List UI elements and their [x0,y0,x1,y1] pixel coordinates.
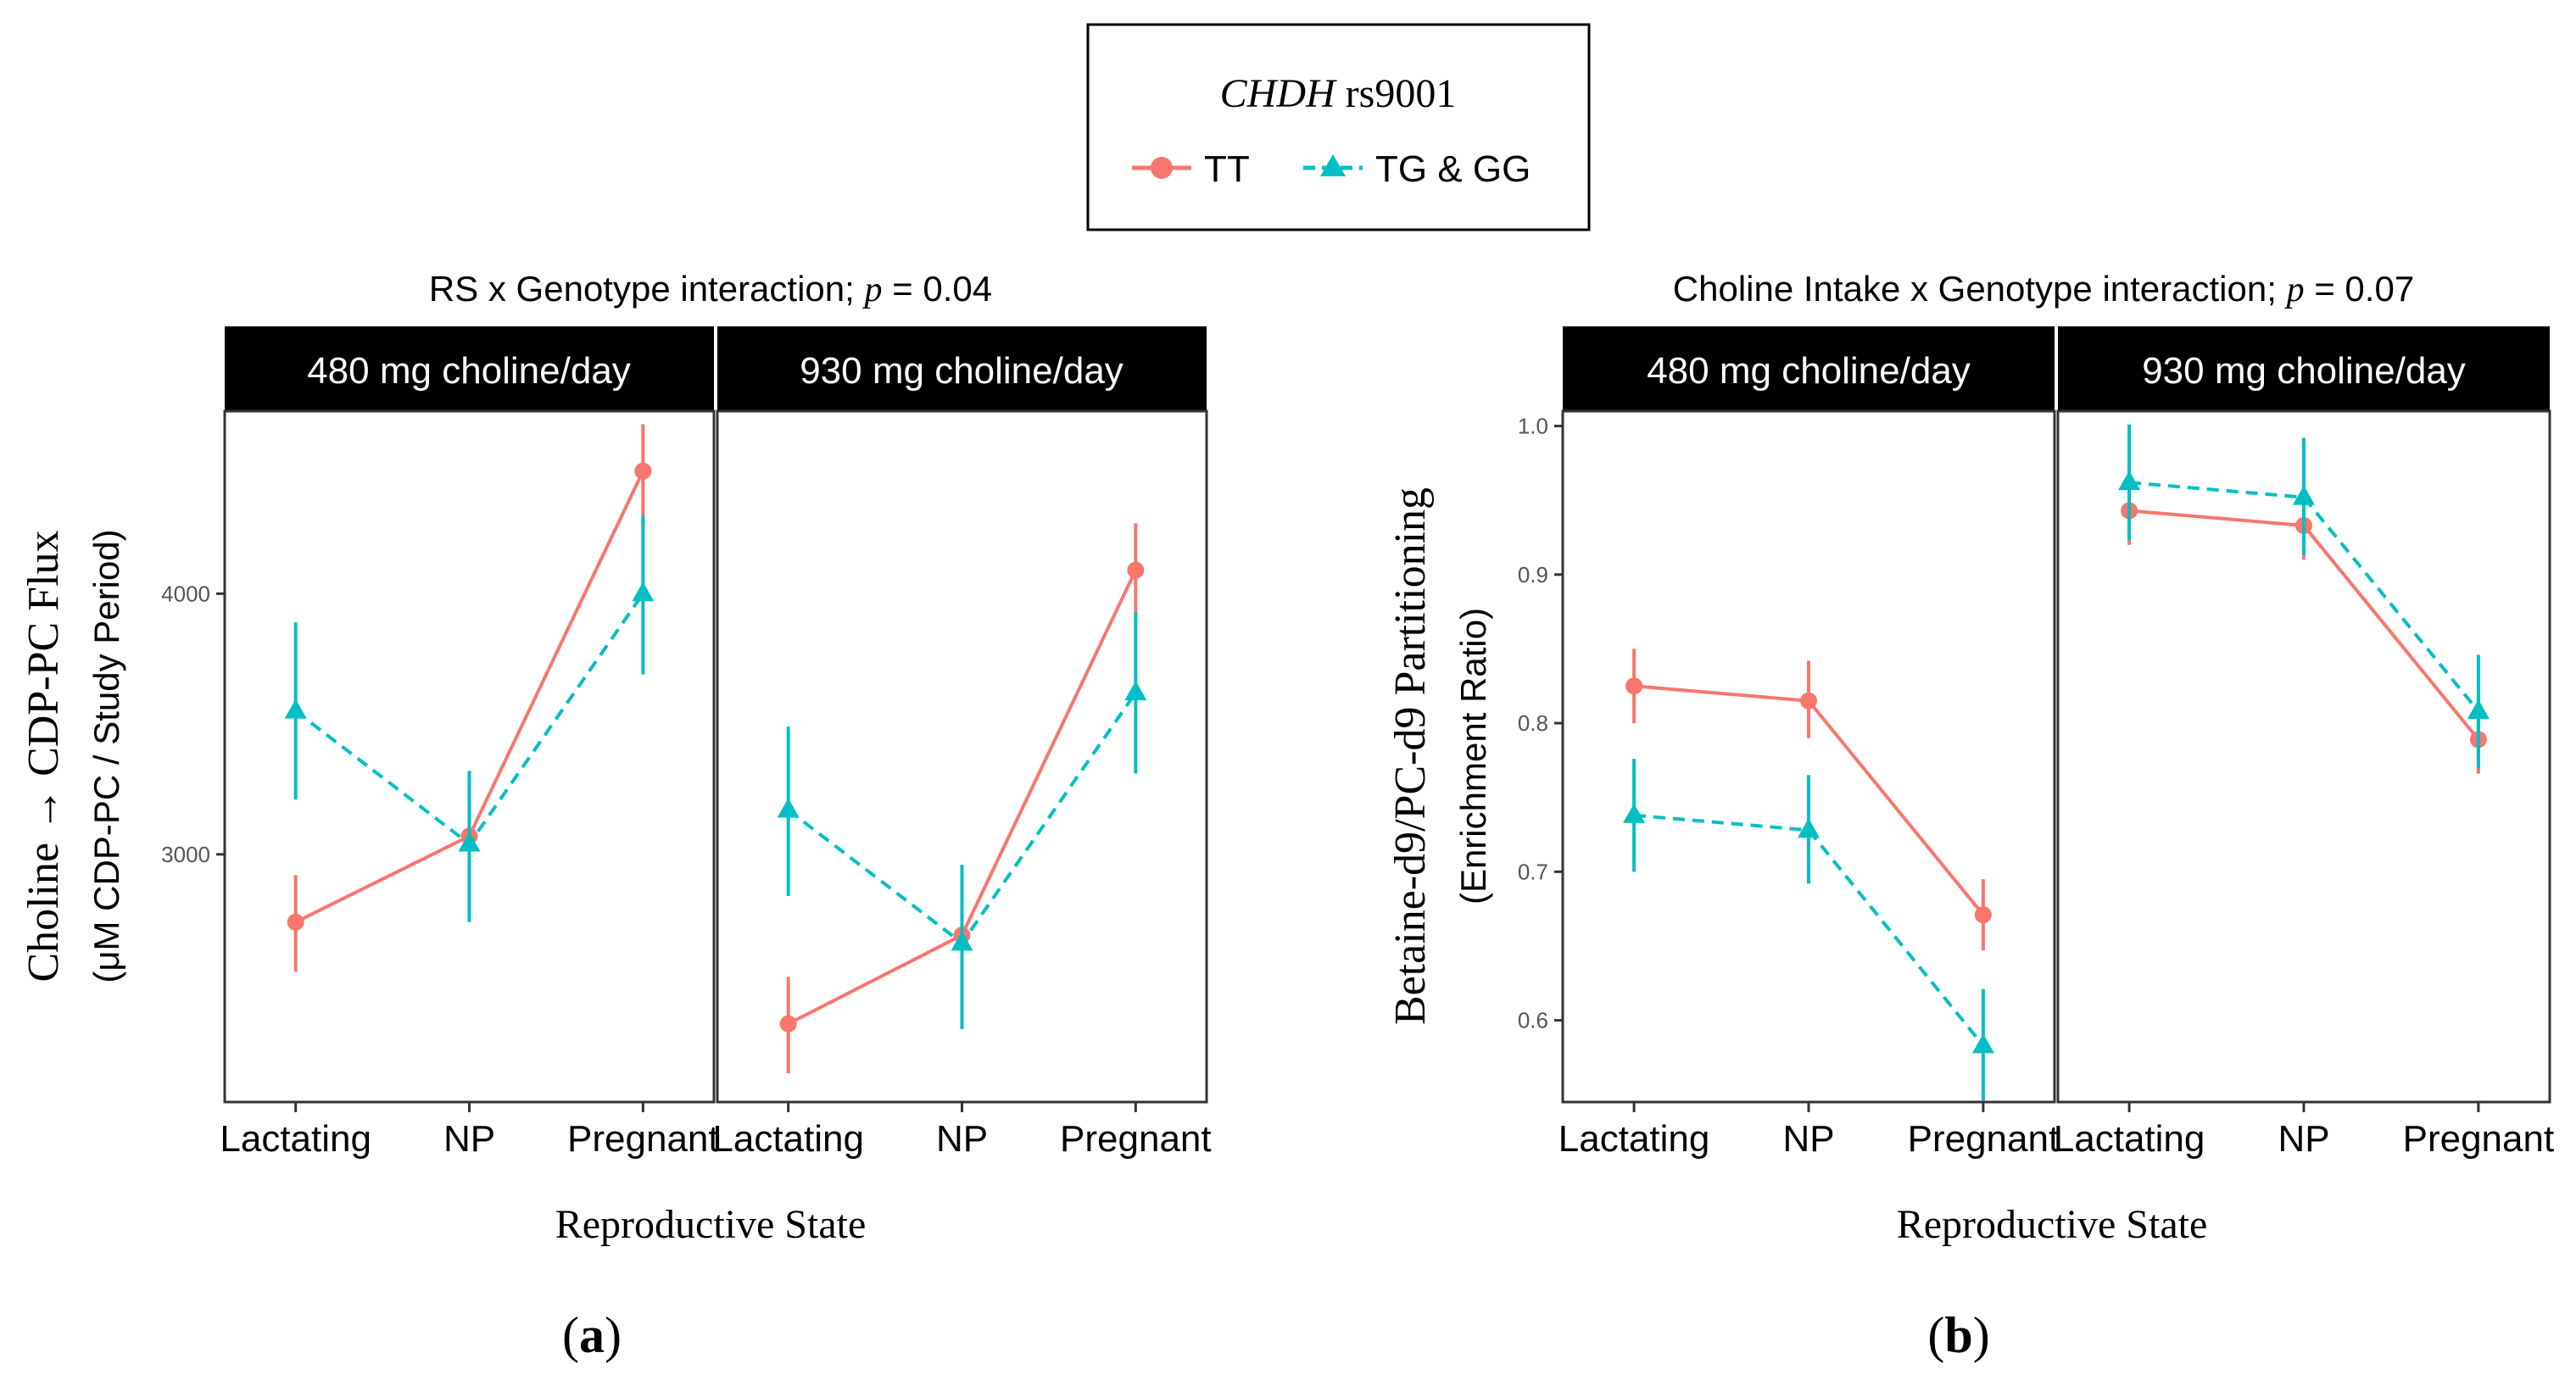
data-point-triangle [2293,485,2315,505]
x-tick-label: Lactating [2054,1118,2205,1160]
panel-b-title-text: Choline Intake x Genotype interaction; [1673,269,2287,309]
legend-box [1086,23,1591,231]
x-tick-label: NP [2278,1118,2329,1160]
panel-a: RS x Genotype interaction; p = 0.04 480 … [20,269,1212,1363]
panel-a-title-pvalue: = 0.04 [892,269,992,309]
y-tick-label: 0.8 [1518,710,1548,736]
data-point-triangle [1623,803,1646,823]
panel-b-y-axis-title-text: Betaine-d9/PC-d9 Partitioning [1386,487,1435,1025]
panel-b-title: Choline Intake x Genotype interaction; p… [1673,269,2414,309]
data-point-triangle [2467,699,2490,720]
legend-tt-circle-marker [1151,157,1173,179]
panel-b-strip-930 [2058,326,2550,411]
y-tick-label: 1.0 [1518,414,1548,439]
x-tick-label: NP [936,1118,988,1160]
panel-b-strip-480-label: 480 mg choline/day [1647,350,1971,392]
panel-b-facet-480-data [1623,649,1994,1101]
x-tick-label: Pregnant [567,1118,719,1160]
panel-a-strip-930 [717,326,1207,411]
y-tick-label: 4000 [161,581,210,606]
panel-a-caption: (a) [562,1307,622,1363]
series-line-tg-gg [1633,813,1985,1047]
legend-gene: CHDH [1220,71,1337,116]
panel-a-title-text: RS x Genotype interaction; [429,269,865,309]
panel-a-y-axis: 3000 4000 [161,581,225,867]
panel-b-y-axis-subtitle: (Enrichment Ratio) [1453,608,1493,905]
x-tick-label: NP [443,1118,495,1160]
legend-snp: rs9001 [1346,71,1457,116]
panel-a-strip-480-label: 480 mg choline/day [307,350,631,392]
panel-b-y-axis: 0.6 0.7 0.8 0.9 1.0 [1518,414,1563,1033]
legend: CHDH rs9001 TT TG & GG [1086,23,1591,231]
panel-b: Choline Intake x Genotype interaction; p… [1386,269,2554,1363]
legend-title: CHDH rs9001 [1220,71,1457,116]
legend-tt-label: TT [1204,148,1250,190]
panel-b-strip-480 [1563,326,2055,411]
x-tick-label: NP [1782,1118,1834,1160]
panel-a-title: RS x Genotype interaction; p = 0.04 [429,269,992,309]
legend-entry-tg-gg: TG & GG [1303,148,1531,190]
data-point-triangle [951,931,973,951]
panel-a-facet-480-frame [223,409,716,1104]
panel-a-facet-480-data [284,424,655,972]
data-point-triangle [632,582,655,602]
data-point-triangle [2118,470,2141,491]
data-point-circle [1974,906,1992,924]
y-tick-label: 0.7 [1518,859,1548,884]
x-tick-label: Lactating [220,1118,371,1160]
legend-tg-gg-label: TG & GG [1375,148,1531,190]
legend-tg-gg-triangle-marker [1320,154,1346,176]
y-tick-label: 0.9 [1518,562,1548,587]
x-tick-label: Lactating [1558,1118,1710,1160]
panel-b-caption: (b) [1927,1307,1989,1363]
panel-a-y-axis-subtitle: (μM CDP-PC / Study Period) [86,529,126,983]
panel-b-x-axis-title: Reproductive State [1897,1202,2208,1247]
panel-a-x-axis-title: Reproductive State [555,1202,867,1247]
data-point-circle [634,462,652,480]
panel-b-strip-930-label: 930 mg choline/day [2142,350,2466,392]
panel-a-strip-930-label: 930 mg choline/day [800,350,1124,392]
legend-entry-tt: TT [1132,148,1250,190]
panel-b-facet-480-frame [1561,409,2056,1104]
y-tick-label: 3000 [161,842,210,867]
data-point-triangle [1971,1033,1994,1054]
panel-b-facet-930-data [2118,424,2490,774]
data-point-triangle [458,832,481,852]
data-point-circle [779,1015,797,1033]
data-point-circle [287,913,304,931]
panel-b-title-p: p [2284,270,2305,309]
panel-a-facet-930-data [777,523,1147,1074]
series-line-tg-gg [2128,481,2480,713]
panel-b-y-axis-title: Betaine-d9/PC-d9 Partitioning [1386,487,1435,1025]
x-tick-label: Pregnant [2403,1118,2555,1160]
panel-b-title-pvalue: = 0.07 [2314,269,2414,309]
panel-a-strip-480 [225,326,714,411]
panel-a-title-p: p [861,270,882,309]
data-point-circle [1127,561,1145,579]
x-tick-label: Lactating [712,1118,864,1160]
x-tick-label: Pregnant [1908,1118,2060,1160]
panel-a-y-axis-title: Choline → CDP-PC Flux [20,530,68,982]
data-point-triangle [1124,681,1147,701]
data-point-triangle [1798,818,1820,838]
data-point-triangle [284,699,307,719]
data-point-circle [1625,677,1643,695]
data-point-circle [1800,692,1817,710]
x-tick-label: Pregnant [1060,1118,1212,1160]
data-point-triangle [777,798,800,818]
y-tick-label: 0.6 [1518,1008,1548,1033]
